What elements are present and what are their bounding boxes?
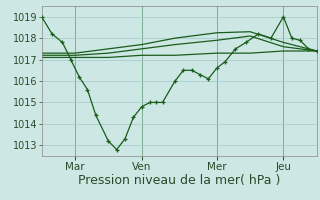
X-axis label: Pression niveau de la mer( hPa ): Pression niveau de la mer( hPa ) [78,174,280,187]
